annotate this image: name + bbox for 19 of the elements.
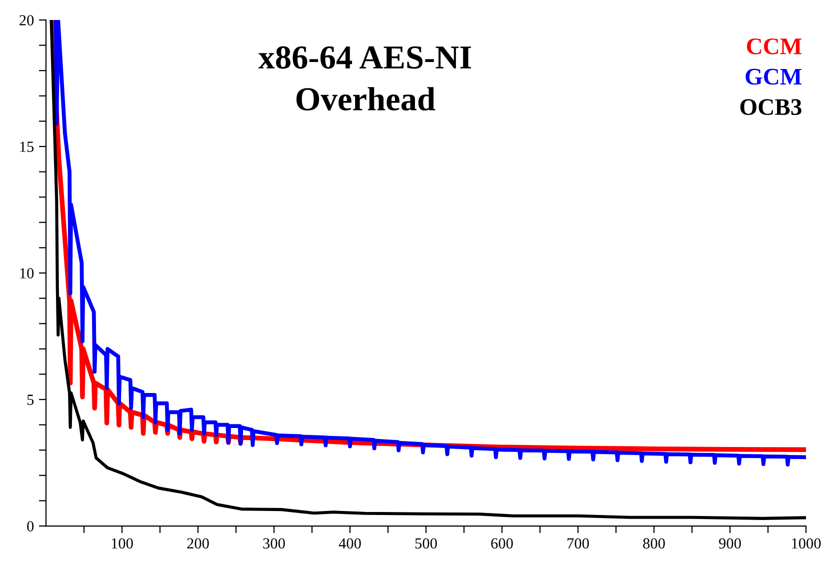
x-tick-label: 400 [338,538,361,549]
text: x86-64 AES-NI Overhead [258,46,472,111]
y-tick-label: 10 [20,268,34,278]
x-tick-label: 200 [187,538,209,549]
y-tick-label: 20 [20,15,34,26]
x-tick-label: 1000 [792,538,821,549]
y-tick-label: 5 [27,394,34,405]
text: GCM [746,68,802,85]
text: OCB3 [740,99,802,116]
x-tick-label: 300 [263,538,285,549]
y-tick-label: 15 [20,142,34,152]
text: CCM [746,38,802,54]
x-tick-label: 600 [491,538,513,549]
x-tick-label: 800 [643,538,665,549]
x-tick-label: 100 [112,538,133,549]
x-tick-label: 900 [719,538,741,549]
x-tick-label: 700 [568,538,589,549]
x-tick-label: 500 [415,538,437,549]
y-tick-label: 0 [27,521,34,532]
